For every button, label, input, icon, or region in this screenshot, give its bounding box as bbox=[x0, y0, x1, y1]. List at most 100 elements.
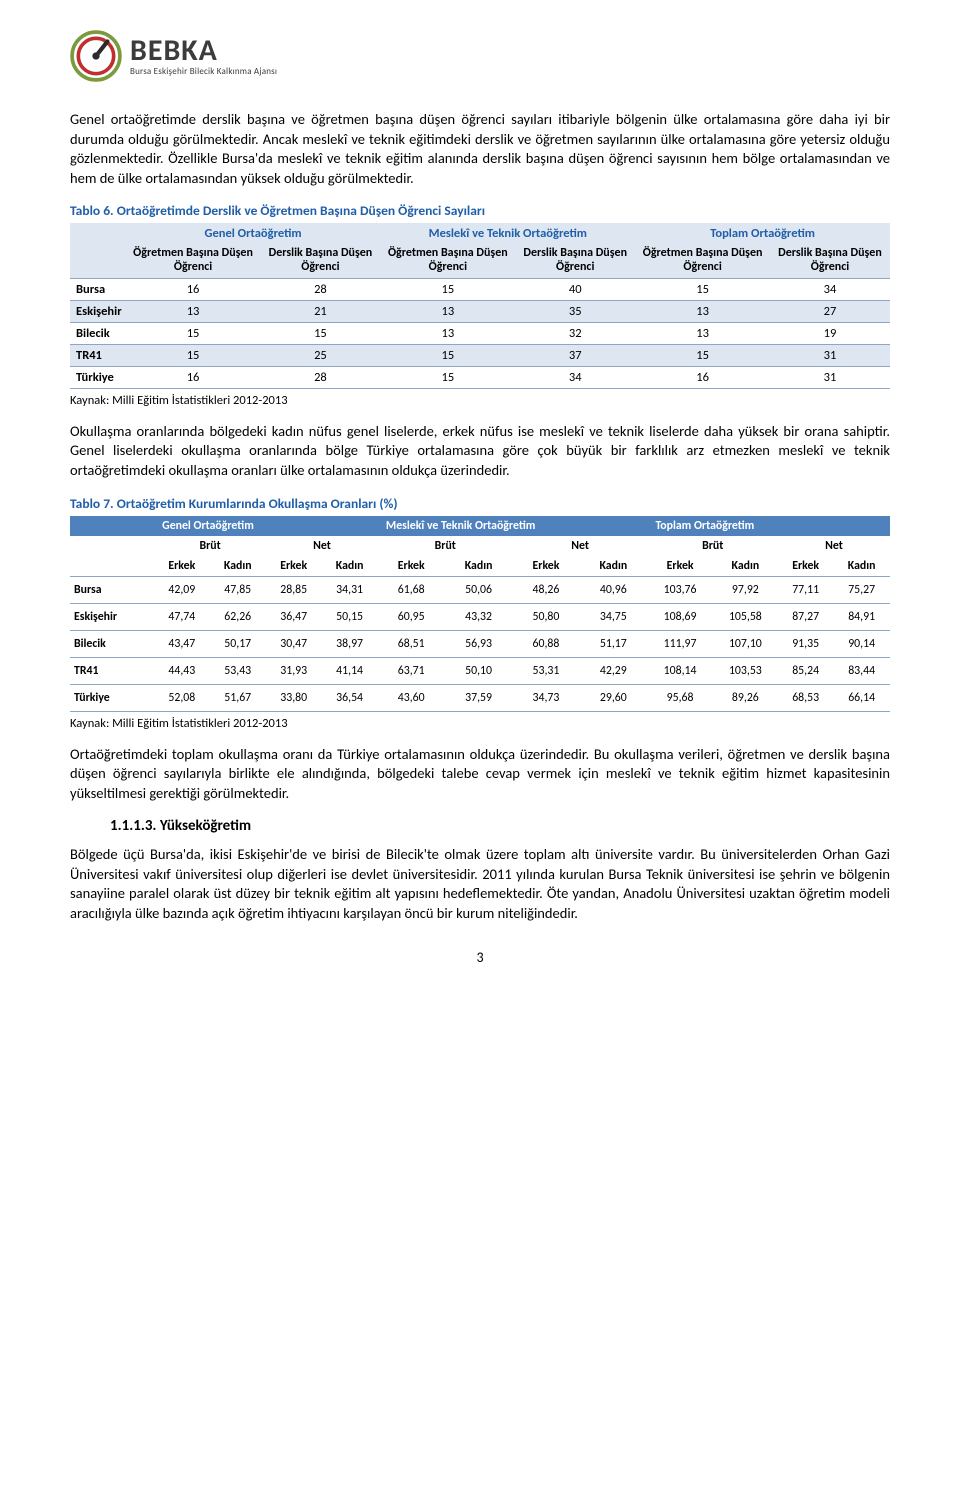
logo-title: BEBKA bbox=[130, 36, 277, 66]
table6-cell: 15 bbox=[380, 344, 515, 366]
table7-cell: 84,91 bbox=[833, 603, 890, 630]
table6-cell: 21 bbox=[260, 300, 380, 322]
table7-cell: 83,44 bbox=[833, 657, 890, 684]
table7-cell: 111,97 bbox=[647, 630, 712, 657]
table7-row-label: Bilecik bbox=[70, 630, 154, 657]
table7-cell: 33,80 bbox=[266, 684, 321, 711]
table7-cell: 36,54 bbox=[321, 684, 378, 711]
table7-cell: 37,59 bbox=[444, 684, 512, 711]
table6-cell: 16 bbox=[126, 278, 261, 300]
table7-mid-0: Brüt bbox=[154, 536, 266, 556]
table6-source: Kaynak: Milli Eğitim İstatistikleri 2012… bbox=[70, 393, 890, 408]
table7-mid-5: Net bbox=[778, 536, 890, 556]
table7-cell: 61,68 bbox=[378, 576, 445, 603]
table7-ek-header: Kadın bbox=[833, 556, 890, 577]
table7-cell: 107,10 bbox=[713, 630, 778, 657]
table7-cell: 43,60 bbox=[378, 684, 445, 711]
table7-ek-header: Kadın bbox=[209, 556, 266, 577]
table7-cell: 60,95 bbox=[378, 603, 445, 630]
table6-cell: 15 bbox=[126, 344, 261, 366]
table6-cell: 35 bbox=[515, 300, 635, 322]
page-number: 3 bbox=[70, 949, 890, 966]
table7-ek-header: Erkek bbox=[647, 556, 712, 577]
table7-cell: 43,47 bbox=[154, 630, 209, 657]
table7-cell: 36,47 bbox=[266, 603, 321, 630]
table6-cell: 15 bbox=[260, 322, 380, 344]
table7-cell: 63,71 bbox=[378, 657, 445, 684]
table6-cell: 13 bbox=[380, 300, 515, 322]
table7-cell: 41,14 bbox=[321, 657, 378, 684]
table6-cell: 19 bbox=[770, 322, 890, 344]
table6-title: Tablo 6. Ortaöğretimde Derslik ve Öğretm… bbox=[70, 202, 890, 219]
table7-title: Tablo 7. Ortaöğretim Kurumlarında Okulla… bbox=[70, 495, 890, 512]
table7-cell: 53,31 bbox=[513, 657, 580, 684]
table7-cell: 51,67 bbox=[209, 684, 266, 711]
table7-cell: 42,09 bbox=[154, 576, 209, 603]
table7-ek-header: Erkek bbox=[778, 556, 833, 577]
section-heading: 1.1.1.3. Yükseköğretim bbox=[110, 817, 890, 835]
table6-row-label: Eskişehir bbox=[70, 300, 126, 322]
table7-row-label: Bursa bbox=[70, 576, 154, 603]
table7-cell: 62,26 bbox=[209, 603, 266, 630]
table6-cell: 16 bbox=[635, 366, 770, 388]
table6-cell: 15 bbox=[635, 278, 770, 300]
paragraph-4: Bölgede üçü Bursa'da, ikisi Eskişehir'de… bbox=[70, 845, 890, 923]
table7-ek-header: Kadın bbox=[713, 556, 778, 577]
table7-cell: 103,53 bbox=[713, 657, 778, 684]
table7-cell: 38,97 bbox=[321, 630, 378, 657]
table7-mid-3: Net bbox=[513, 536, 648, 556]
table7-row-label: Eskişehir bbox=[70, 603, 154, 630]
table7-cell: 34,75 bbox=[579, 603, 647, 630]
table7-cell: 34,31 bbox=[321, 576, 378, 603]
table7-cell: 48,26 bbox=[513, 576, 580, 603]
table6-row-label: Bursa bbox=[70, 278, 126, 300]
table7-cell: 75,27 bbox=[833, 576, 890, 603]
table7-group-0: Genel Ortaöğretim bbox=[154, 516, 378, 536]
table7-cell: 87,27 bbox=[778, 603, 833, 630]
table7-group-1: Meslekî ve Teknik Ortaöğretim bbox=[378, 516, 648, 536]
table6-subheader: Öğretmen Başına Düşen Öğrenci bbox=[635, 244, 770, 278]
logo-subtitle: Bursa Eskişehir Bilecik Kalkınma Ajansı bbox=[130, 66, 277, 77]
table7-blank2 bbox=[70, 556, 154, 577]
table6-cell: 34 bbox=[770, 278, 890, 300]
table7-cell: 68,51 bbox=[378, 630, 445, 657]
table6-group-1: Meslekî ve Teknik Ortaöğretim bbox=[380, 223, 635, 244]
table6-subheader: Öğretmen Başına Düşen Öğrenci bbox=[126, 244, 261, 278]
table6-cell: 13 bbox=[126, 300, 261, 322]
table6-row-label: Türkiye bbox=[70, 366, 126, 388]
table7-source: Kaynak: Milli Eğitim İstatistikleri 2012… bbox=[70, 716, 890, 731]
table7-row-label: Türkiye bbox=[70, 684, 154, 711]
table7-cell: 50,80 bbox=[513, 603, 580, 630]
table7-ek-header: Erkek bbox=[378, 556, 445, 577]
table7-cell: 50,15 bbox=[321, 603, 378, 630]
table7-cell: 60,88 bbox=[513, 630, 580, 657]
table7-ek-header: Erkek bbox=[266, 556, 321, 577]
table7: Genel Ortaöğretim Meslekî ve Teknik Orta… bbox=[70, 516, 890, 712]
table7-ek-header: Erkek bbox=[154, 556, 209, 577]
table7-ek-header: Kadın bbox=[444, 556, 512, 577]
table6-cell: 13 bbox=[380, 322, 515, 344]
table6-cell: 15 bbox=[380, 366, 515, 388]
table6-group-2: Toplam Ortaöğretim bbox=[635, 223, 890, 244]
table7-cell: 30,47 bbox=[266, 630, 321, 657]
table6-corner bbox=[70, 223, 126, 278]
table7-mid-1: Net bbox=[266, 536, 378, 556]
table7-cell: 50,06 bbox=[444, 576, 512, 603]
paragraph-3: Ortaöğretimdeki toplam okullaşma oranı d… bbox=[70, 745, 890, 804]
table7-cell: 95,68 bbox=[647, 684, 712, 711]
table6-cell: 16 bbox=[126, 366, 261, 388]
table7-row-label: TR41 bbox=[70, 657, 154, 684]
table6: Genel Ortaöğretim Meslekî ve Teknik Orta… bbox=[70, 223, 890, 389]
table7-cell: 85,24 bbox=[778, 657, 833, 684]
table7-cell: 31,93 bbox=[266, 657, 321, 684]
logo: BEBKA Bursa Eskişehir Bilecik Kalkınma A… bbox=[70, 30, 890, 82]
table6-cell: 27 bbox=[770, 300, 890, 322]
table6-cell: 28 bbox=[260, 278, 380, 300]
table7-mid-4: Brüt bbox=[647, 536, 778, 556]
table6-cell: 25 bbox=[260, 344, 380, 366]
table7-cell: 28,85 bbox=[266, 576, 321, 603]
table7-cell: 108,69 bbox=[647, 603, 712, 630]
table6-subheader: Derslik Başına Düşen Öğrenci bbox=[770, 244, 890, 278]
table6-row-label: Bilecik bbox=[70, 322, 126, 344]
table6-cell: 15 bbox=[635, 344, 770, 366]
